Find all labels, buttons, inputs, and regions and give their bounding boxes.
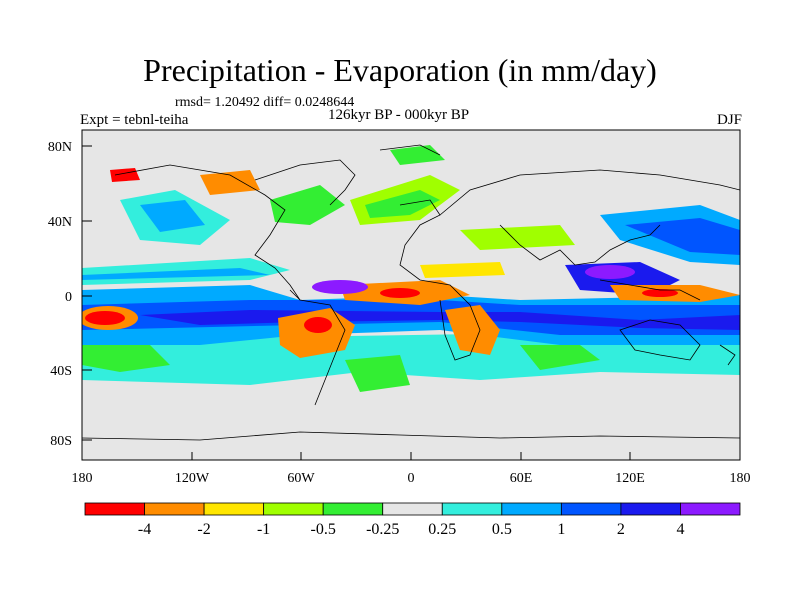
- field-blue-wpac: [625, 218, 740, 255]
- field-orange-africa: [445, 305, 500, 355]
- field-green-southind: [520, 345, 600, 370]
- colorbar-label: -1: [257, 521, 270, 538]
- lon-tick-label: 180: [730, 471, 751, 486]
- colorbar-swatch: [620, 502, 681, 516]
- lat-tick-label: 40N: [48, 215, 72, 230]
- plot-subtitle: 126kyr BP - 000kyr BP: [328, 107, 470, 123]
- colorbar-swatch: [203, 502, 265, 516]
- map-field: [82, 130, 740, 460]
- lon-tick-label: 180: [72, 471, 93, 486]
- field-green-namerica: [270, 185, 345, 225]
- colorbar-label: -2: [197, 521, 210, 538]
- field-green-arctic: [390, 145, 445, 165]
- lon-axis: 180 120W 60W 0 60E 120E 180: [72, 452, 751, 486]
- season-label: DJF: [716, 112, 742, 128]
- lat-axis: 80N 40N 0 40S 80S: [48, 140, 92, 449]
- colorbar-label: 0.25: [428, 521, 456, 538]
- lon-tick-label: 60W: [287, 471, 315, 486]
- colorbar-swatch: [263, 502, 324, 516]
- colorbar-label: 2: [617, 521, 625, 538]
- colorbar-label: 1: [557, 521, 565, 538]
- colorbar-label: -4: [138, 521, 151, 538]
- field-yellow-africa: [420, 262, 505, 278]
- colorbar-swatch: [560, 502, 622, 516]
- colorbar-label: -0.5: [311, 521, 336, 538]
- field-red-maritime: [642, 289, 678, 297]
- field-green-southatl: [345, 355, 410, 392]
- colorbar-swatch: [441, 502, 503, 516]
- field-lightblue-npac: [140, 200, 205, 232]
- colorbar-swatch: [144, 502, 205, 516]
- field-green-natl: [365, 190, 440, 218]
- colorbar-swatch: [501, 502, 562, 516]
- colorbar-swatch: [680, 502, 741, 516]
- field-darkblue-tropics: [140, 310, 740, 330]
- field-orange-alaska: [200, 170, 260, 195]
- colorbar-swatch: [382, 502, 443, 516]
- field-purple-cpac: [312, 280, 368, 294]
- colorbar-swatch: [84, 502, 145, 516]
- field-red-samerica: [304, 317, 332, 333]
- lat-tick-label: 80N: [48, 140, 72, 155]
- field-orange-samerica: [278, 308, 355, 358]
- field-red-pacific: [85, 311, 125, 325]
- colorbar-swatch: [322, 502, 384, 516]
- lat-tick-label: 40S: [50, 364, 72, 379]
- stats-text: rmsd= 1.20492 diff= 0.0248644: [175, 95, 355, 110]
- field-red-atlantic: [380, 288, 420, 298]
- colorbar-label: 0.5: [492, 521, 512, 538]
- field-lightblue-nequator: [82, 268, 270, 280]
- lon-tick-label: 60E: [510, 471, 533, 486]
- field-purple-indian: [585, 265, 635, 279]
- coastlines: [82, 144, 740, 441]
- plot-title: Precipitation - Evaporation (in mm/day): [143, 52, 657, 88]
- field-red-bering: [110, 168, 140, 182]
- colorbar-label: -0.25: [366, 521, 399, 538]
- field-lightgreen-asia: [460, 225, 575, 250]
- lon-tick-label: 120E: [615, 471, 645, 486]
- lat-tick-label: 80S: [50, 434, 72, 449]
- lon-tick-label: 0: [408, 471, 415, 486]
- lon-tick-label: 120W: [175, 471, 210, 486]
- colorbar: -4 -2 -1 -0.5 -0.25 0.25 0.5 1 2 4: [84, 502, 741, 538]
- field-green-southpac: [82, 345, 170, 372]
- colorbar-label: 4: [676, 521, 684, 538]
- experiment-label: Expt = tebnl-teiha: [80, 112, 189, 128]
- lat-tick-label: 0: [65, 290, 72, 305]
